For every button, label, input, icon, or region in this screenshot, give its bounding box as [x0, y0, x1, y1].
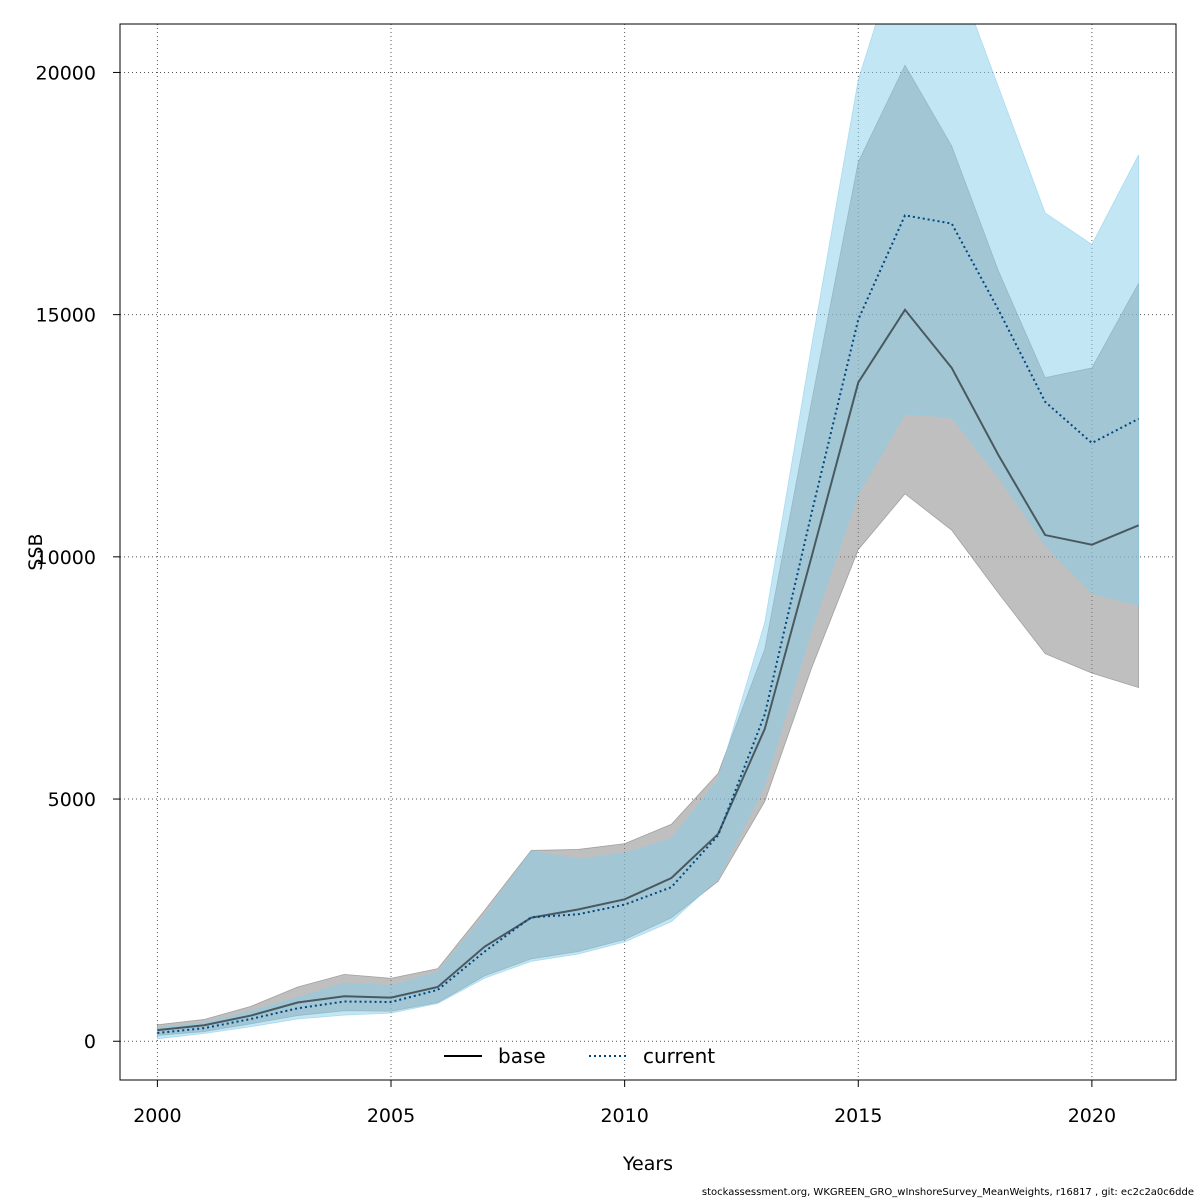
confidence-bands	[156, 24, 1140, 1040]
x-tick-label: 2020	[1068, 1105, 1116, 1127]
y-tick-label: 20000	[36, 62, 96, 84]
y-tick-label: 15000	[36, 305, 96, 327]
footer-caption: stockassessment.org, WKGREEN_GRO_wInshor…	[701, 1187, 1194, 1198]
x-axis: 2000 2005 2010 2015 2020	[133, 1079, 1116, 1127]
y-tick-label: 5000	[48, 789, 96, 811]
x-tick-label: 2000	[133, 1105, 181, 1127]
line-current	[157, 214, 1140, 1035]
line-base	[157, 308, 1140, 1032]
y-tick-label: 0	[84, 1031, 96, 1053]
y-axis: 0 5000 10000 15000 20000	[36, 62, 121, 1053]
y-tick-label: 10000	[36, 547, 96, 569]
x-tick-label: 2015	[834, 1105, 882, 1127]
series-lines	[157, 214, 1140, 1035]
legend: base current	[444, 1044, 715, 1068]
legend-label-current: current	[643, 1044, 715, 1068]
y-axis-label: SSB	[25, 533, 47, 570]
x-axis-label: Years	[622, 1153, 673, 1175]
x-tick-label: 2010	[600, 1105, 648, 1127]
legend-label-base: base	[498, 1044, 546, 1068]
band-current	[156, 24, 1140, 1040]
x-tick-label: 2005	[367, 1105, 415, 1127]
